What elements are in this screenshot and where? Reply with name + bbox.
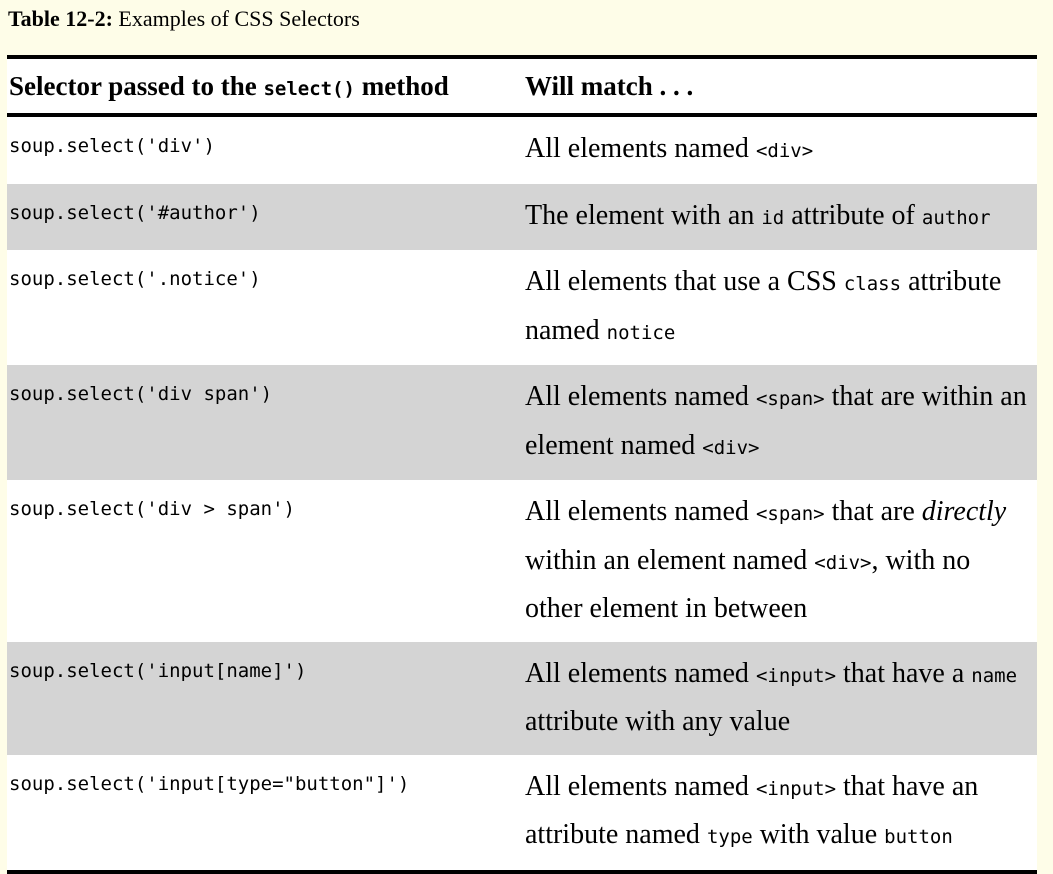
description-cell: All elements named <span> that are direc… <box>509 480 1037 642</box>
description-text: All elements named <box>525 381 756 412</box>
inline-code: id <box>761 206 785 229</box>
table-row: soup.select('#author') The element with … <box>7 183 1037 251</box>
inline-code: <span> <box>755 388 825 410</box>
description-text: that are within an element named <box>525 381 1027 461</box>
table-caption: Table 12-2: Examples of CSS Selectors <box>8 5 360 33</box>
inline-code: <div> <box>702 436 760 459</box>
inline-code: class <box>843 273 902 295</box>
description-text: attribute of <box>784 199 922 231</box>
inline-code: button <box>884 826 953 848</box>
description-text: , with no other element in between <box>525 544 971 625</box>
inline-code: type <box>706 826 753 848</box>
selector-cell: soup.select('div span') <box>9 383 273 405</box>
selector-cell: soup.select('div > span') <box>9 498 295 520</box>
description-cell: All elements named <span> that are withi… <box>509 365 1037 480</box>
selector-cell: soup.select('input[type="button"]') <box>9 772 410 795</box>
inline-code: <div> <box>755 140 814 162</box>
description-cell: All elements named <input> that have an … <box>509 755 1037 872</box>
description-text: within an element named <box>525 544 815 576</box>
inline-code: author <box>921 206 991 229</box>
header-selector: Selector passed to the select() method <box>7 57 509 115</box>
inline-code: <input> <box>755 664 837 687</box>
inline-code: notice <box>606 321 676 344</box>
description-text: All elements that use a CSS <box>525 266 844 297</box>
description-text: directly <box>921 496 1007 527</box>
caption-title: Examples of CSS Selectors <box>118 6 360 31</box>
table-row: soup.select('div > span') All elements n… <box>7 480 1037 642</box>
description-cell: All elements that use a CSS class attrib… <box>509 250 1037 365</box>
description-text: All elements named <box>525 770 756 802</box>
description-text: All elements named <box>525 133 756 164</box>
selector-cell: soup.select('#author') <box>9 201 261 224</box>
description-text: attribute with any value <box>525 706 791 737</box>
description-text: that have a <box>836 657 972 689</box>
table-row: soup.select('div span') All elements nam… <box>7 365 1037 480</box>
caption-label: Table 12-2: <box>8 6 113 31</box>
selectors-table: Selector passed to the select() method W… <box>7 55 1037 874</box>
selector-cell: soup.select('.notice') <box>9 268 261 290</box>
table-row: soup.select('div') All elements named <d… <box>7 115 1037 184</box>
table-row: soup.select('input[type="button"]') All … <box>7 754 1037 872</box>
table-row: soup.select('.notice') All elements that… <box>7 250 1037 365</box>
description-cell: The element with an id attribute of auth… <box>509 184 1037 251</box>
inline-code: <div> <box>814 551 872 574</box>
header-code: select() <box>263 77 355 100</box>
description-cell: All elements named <div> <box>509 115 1037 184</box>
description-text: with value <box>752 819 885 850</box>
table-row: soup.select('input[name]') All elements … <box>7 641 1037 755</box>
description-text: All elements named <box>525 657 756 689</box>
inline-code: <span> <box>755 503 825 525</box>
description-cell: All elements named <input> that have a n… <box>509 642 1037 755</box>
description-text: that are <box>824 496 922 527</box>
inline-code: <input> <box>755 777 837 800</box>
inline-code: name <box>971 664 1018 687</box>
selector-cell: soup.select('input[name]') <box>9 659 307 682</box>
description-text: attribute named <box>525 266 1002 346</box>
table-header-row: Selector passed to the select() method W… <box>7 57 1037 115</box>
selector-cell: soup.select('div') <box>9 135 215 157</box>
header-will-match: Will match . . . <box>509 57 1037 115</box>
description-text: All elements named <box>525 496 756 527</box>
description-text: The element with an <box>525 199 762 231</box>
